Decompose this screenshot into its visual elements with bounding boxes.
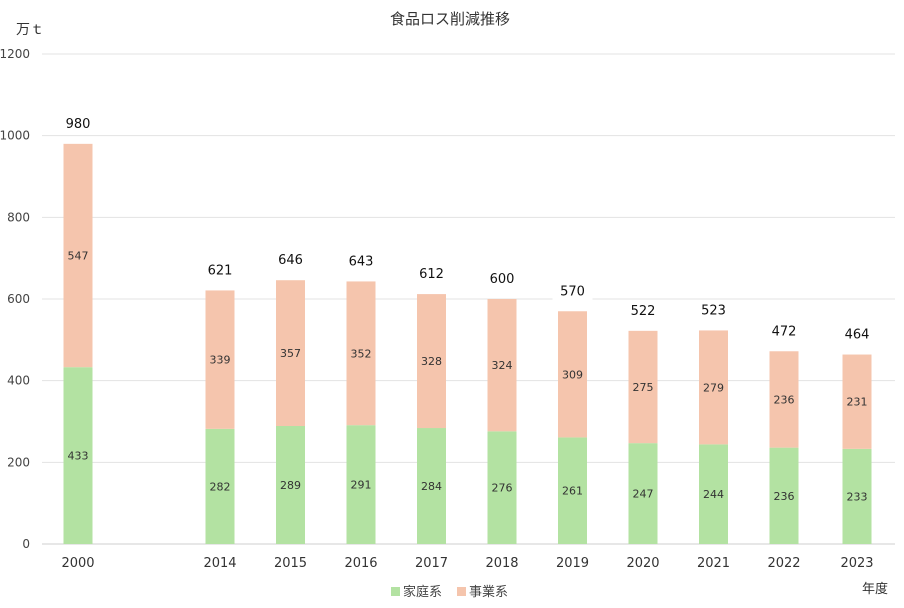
y-tick-label: 1200 bbox=[0, 47, 30, 61]
segment-value-label: 233 bbox=[847, 490, 868, 503]
bar-segment-household bbox=[699, 444, 728, 544]
bar-segment-household bbox=[417, 428, 446, 544]
total-label-bg bbox=[837, 324, 877, 344]
total-value-label: 570 bbox=[560, 284, 585, 299]
segment-value-label: 328 bbox=[421, 355, 442, 368]
total-value-label: 980 bbox=[66, 117, 91, 132]
total-label-bg bbox=[58, 113, 98, 133]
bar-segment-household bbox=[205, 428, 235, 544]
bar-segment-household bbox=[487, 431, 517, 544]
bar-segment-business bbox=[63, 143, 93, 368]
bar-segment-business bbox=[628, 330, 658, 444]
x-tick-label: 2014 bbox=[203, 556, 236, 571]
segment-value-label: 547 bbox=[68, 250, 89, 263]
total-value-label: 600 bbox=[490, 272, 515, 287]
total-label-bg bbox=[411, 264, 452, 284]
x-tick-label: 2021 bbox=[697, 556, 730, 571]
segment-value-label: 324 bbox=[492, 359, 513, 372]
bar-segment-household bbox=[769, 447, 799, 544]
segment-value-label: 244 bbox=[703, 488, 724, 501]
segment-value-label: 282 bbox=[210, 480, 231, 493]
segment-value-label: 275 bbox=[633, 381, 654, 394]
total-label-bg bbox=[693, 300, 734, 320]
bar-segment-household bbox=[842, 448, 872, 544]
x-tick-label: 2000 bbox=[61, 556, 94, 571]
bar-segment-household bbox=[63, 367, 93, 544]
segment-value-label: 284 bbox=[421, 480, 442, 493]
y-tick-label: 1000 bbox=[0, 129, 30, 143]
bar-segment-business bbox=[487, 299, 517, 432]
chart-title: 食品ロス削減推移 bbox=[390, 10, 510, 28]
total-label-bg bbox=[764, 321, 804, 341]
legend-swatch bbox=[457, 587, 466, 596]
bar-segment-business bbox=[346, 281, 376, 426]
y-axis-ticks: 0 200 400 600 800 1000 1200 bbox=[0, 47, 30, 551]
segment-value-label: 236 bbox=[774, 393, 795, 406]
bar-segment-business bbox=[558, 311, 587, 438]
x-tick-label: 2017 bbox=[415, 556, 448, 571]
x-axis-label: 年度 bbox=[862, 581, 888, 597]
x-tick-label: 2018 bbox=[485, 556, 518, 571]
bar-segment-business bbox=[205, 290, 235, 429]
legend-label: 事業系 bbox=[469, 584, 508, 600]
segment-value-label: 231 bbox=[847, 396, 868, 409]
legend-swatch bbox=[391, 587, 400, 596]
total-value-label: 522 bbox=[631, 304, 656, 319]
total-value-label: 621 bbox=[208, 263, 233, 278]
x-tick-label: 2016 bbox=[344, 556, 377, 571]
x-tick-label: 2023 bbox=[840, 556, 873, 571]
x-tick-label: 2019 bbox=[556, 556, 589, 571]
y-tick-label: 800 bbox=[7, 210, 30, 224]
segment-value-label: 352 bbox=[351, 347, 372, 360]
bars: 433 547 980 282 339 621 289 357 646 291 352 643 284 3… bbox=[58, 113, 877, 544]
bar-segment-business bbox=[276, 280, 305, 426]
total-label-bg bbox=[341, 251, 381, 271]
x-tick-label: 2020 bbox=[626, 556, 659, 571]
total-value-label: 643 bbox=[349, 254, 374, 269]
segment-value-label: 339 bbox=[210, 354, 231, 367]
total-value-label: 646 bbox=[278, 253, 303, 268]
bar-segment-household bbox=[346, 425, 376, 544]
total-label-bg bbox=[623, 300, 663, 320]
x-tick-label: 2015 bbox=[274, 556, 307, 571]
total-label-bg bbox=[270, 250, 311, 270]
y-tick-label: 0 bbox=[22, 537, 30, 551]
x-axis-ticks: 2000 2014 2015 2016 2017 2018 2019 2020 2021 2022… bbox=[61, 556, 873, 571]
x-tick-label: 2022 bbox=[767, 556, 800, 571]
segment-value-label: 279 bbox=[703, 381, 724, 394]
bar-segment-household bbox=[628, 443, 658, 544]
y-tick-label: 200 bbox=[7, 455, 30, 469]
gridlines bbox=[42, 53, 895, 545]
total-value-label: 612 bbox=[419, 267, 444, 282]
total-value-label: 472 bbox=[772, 324, 797, 339]
y-tick-label: 600 bbox=[7, 292, 30, 306]
legend-label: 家庭系 bbox=[403, 584, 442, 600]
segment-value-label: 291 bbox=[351, 479, 372, 492]
segment-value-label: 236 bbox=[774, 490, 795, 503]
segment-value-label: 247 bbox=[633, 488, 654, 501]
total-label-bg bbox=[482, 269, 522, 288]
segment-value-label: 276 bbox=[492, 482, 513, 495]
bar-segment-business bbox=[842, 354, 872, 449]
total-label-bg bbox=[200, 260, 240, 280]
total-value-label: 523 bbox=[701, 303, 726, 318]
total-label-bg bbox=[552, 281, 593, 301]
bar-segment-business bbox=[769, 351, 799, 448]
segment-value-label: 261 bbox=[562, 485, 583, 498]
segment-value-label: 433 bbox=[68, 450, 89, 463]
segment-value-label: 309 bbox=[562, 368, 583, 381]
bar-segment-business bbox=[417, 294, 446, 429]
segment-value-label: 357 bbox=[280, 347, 301, 360]
y-tick-label: 400 bbox=[7, 374, 30, 388]
total-value-label: 464 bbox=[845, 328, 870, 343]
legend: 家庭系 事業系 bbox=[391, 584, 508, 600]
bar-segment-household bbox=[276, 425, 305, 544]
bar-segment-business bbox=[699, 330, 728, 445]
y-axis-unit: 万ｔ bbox=[16, 22, 44, 38]
bar-segment-household bbox=[558, 437, 587, 544]
segment-value-label: 289 bbox=[280, 479, 301, 492]
